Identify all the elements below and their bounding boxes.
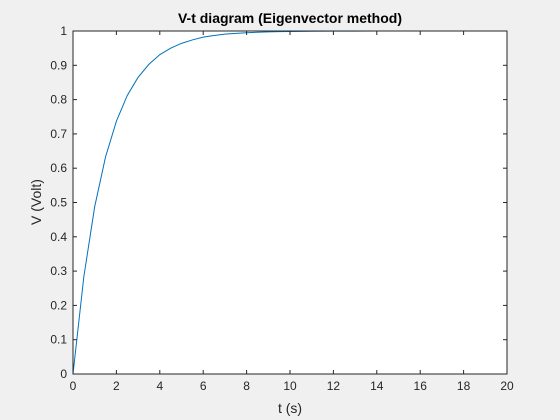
x-tick-label: 10 — [283, 379, 297, 393]
y-tick-label: 0.3 — [50, 264, 67, 278]
x-tick-label: 4 — [156, 379, 163, 393]
x-axis-label: t (s) — [278, 400, 302, 416]
x-tick-label: 18 — [457, 379, 471, 393]
x-tick-label: 12 — [327, 379, 341, 393]
y-tick-label: 1 — [60, 24, 67, 38]
x-tick-label: 0 — [70, 379, 77, 393]
y-tick-label: 0.7 — [50, 127, 67, 141]
y-ticks: 0 0.1 0.2 0.3 0.4 0.5 0.6 0.7 0.8 0.9 1 — [50, 24, 507, 381]
y-tick-label: 0.2 — [50, 298, 67, 312]
y-tick-label: 0.1 — [50, 333, 67, 347]
x-tick-label: 8 — [243, 379, 250, 393]
y-tick-label: 0.6 — [50, 161, 67, 175]
y-tick-label: 0.5 — [50, 196, 67, 210]
y-tick-label: 0.4 — [50, 230, 67, 244]
plot-area — [73, 31, 507, 374]
y-tick-label: 0.9 — [50, 58, 67, 72]
x-tick-label: 16 — [414, 379, 428, 393]
y-tick-label: 0 — [60, 367, 67, 381]
x-tick-label: 14 — [370, 379, 384, 393]
x-tick-label: 20 — [500, 379, 514, 393]
y-tick-label: 0.8 — [50, 93, 67, 107]
x-tick-label: 6 — [200, 379, 207, 393]
x-tick-label: 2 — [113, 379, 120, 393]
chart-title: V-t diagram (Eigenvector method) — [178, 10, 402, 26]
x-ticks: 0 2 4 6 8 10 12 14 16 18 20 — [70, 31, 514, 393]
y-axis-label: V (Volt) — [28, 179, 44, 225]
